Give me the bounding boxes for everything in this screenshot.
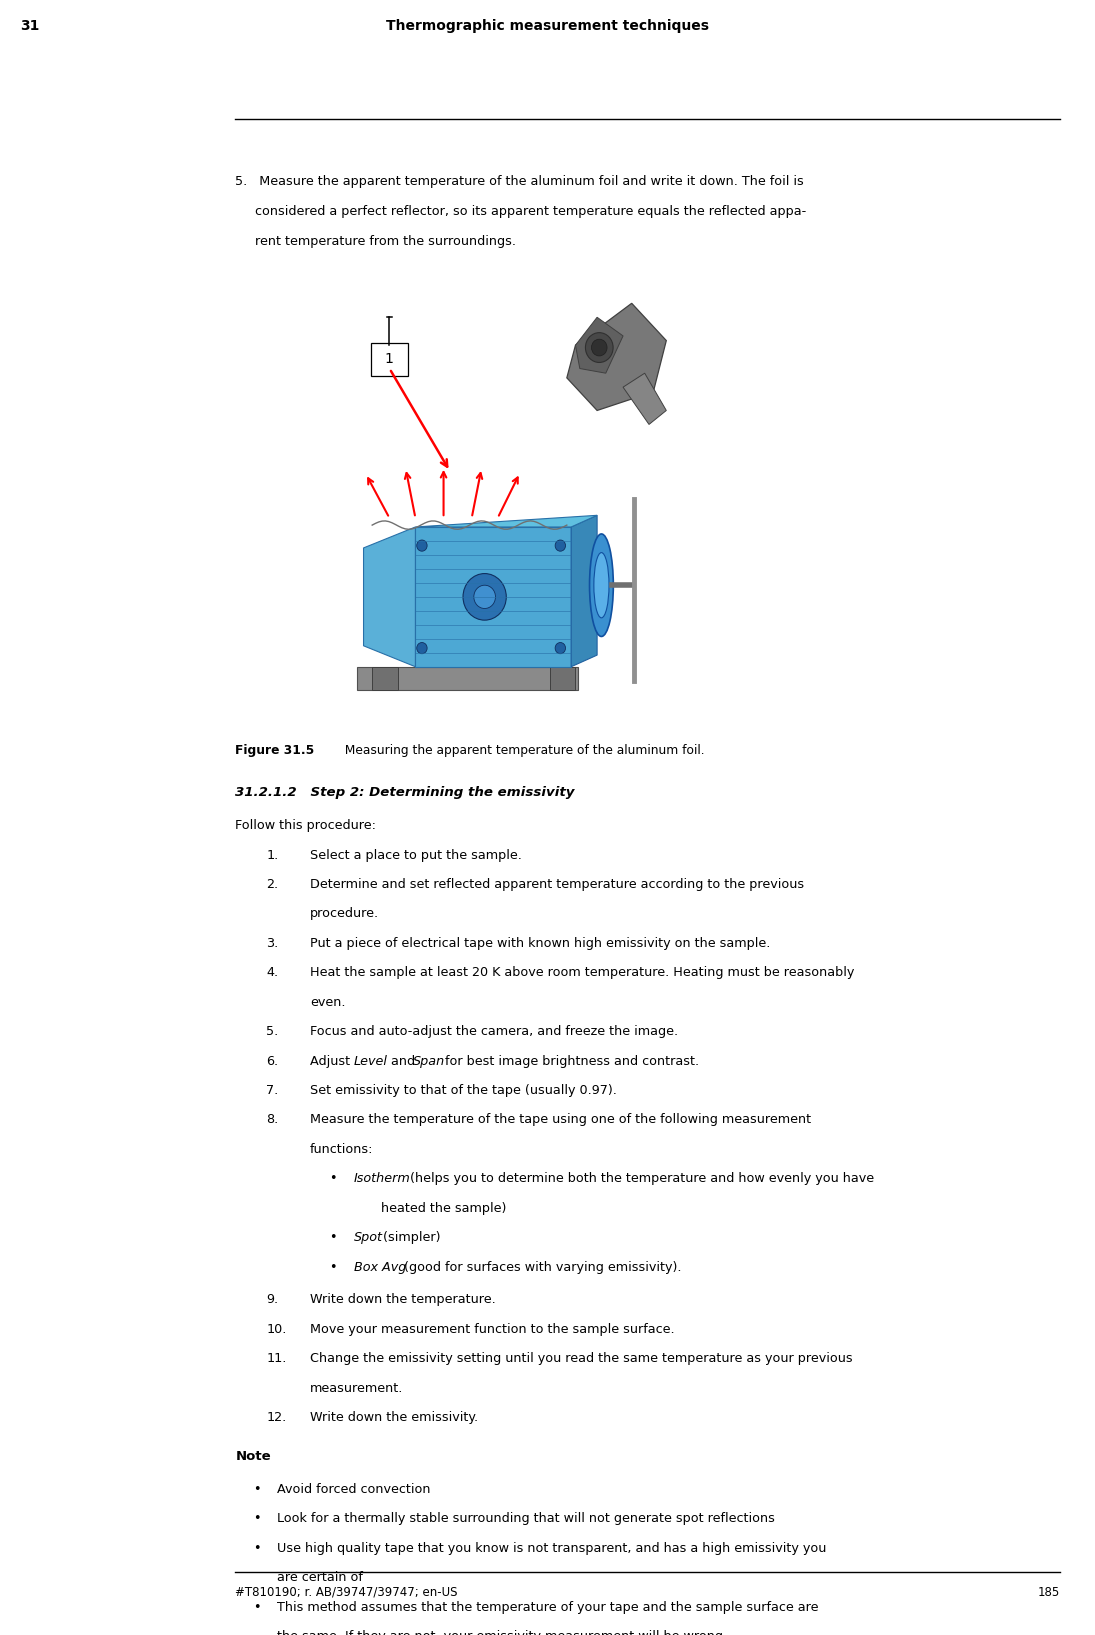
Text: the same. If they are not, your emissivity measurement will be wrong.: the same. If they are not, your emissivi… <box>277 1630 727 1635</box>
Text: 2.: 2. <box>266 878 278 891</box>
Text: Use high quality tape that you know is not transparent, and has a high emissivit: Use high quality tape that you know is n… <box>277 1542 827 1555</box>
Text: 31: 31 <box>20 18 39 33</box>
Text: 6.: 6. <box>266 1055 278 1068</box>
Text: 1.: 1. <box>266 849 278 862</box>
Polygon shape <box>372 667 399 690</box>
Text: Move your measurement function to the sample surface.: Move your measurement function to the sa… <box>310 1323 675 1336</box>
Circle shape <box>463 574 506 620</box>
Text: 10.: 10. <box>266 1323 287 1336</box>
Text: Avoid forced convection: Avoid forced convection <box>277 1483 430 1496</box>
Text: 185: 185 <box>1038 1586 1060 1599</box>
Text: Write down the emissivity.: Write down the emissivity. <box>310 1411 479 1424</box>
Text: Measuring the apparent temperature of the aluminum foil.: Measuring the apparent temperature of th… <box>337 744 705 757</box>
Polygon shape <box>357 667 578 690</box>
Circle shape <box>417 643 427 654</box>
Text: Note: Note <box>235 1450 272 1463</box>
Text: Set emissivity to that of the tape (usually 0.97).: Set emissivity to that of the tape (usua… <box>310 1084 616 1097</box>
Text: Figure 31.5: Figure 31.5 <box>235 744 314 757</box>
Text: even.: even. <box>310 996 345 1009</box>
Text: Follow this procedure:: Follow this procedure: <box>235 819 377 832</box>
Polygon shape <box>572 515 597 667</box>
Circle shape <box>417 540 427 551</box>
FancyBboxPatch shape <box>371 343 407 376</box>
Text: Level: Level <box>354 1055 388 1068</box>
Text: and: and <box>387 1055 418 1068</box>
Text: rent temperature from the surroundings.: rent temperature from the surroundings. <box>235 235 517 249</box>
Text: Span: Span <box>413 1055 445 1068</box>
Text: Put a piece of electrical tape with known high emissivity on the sample.: Put a piece of electrical tape with know… <box>310 937 770 950</box>
Polygon shape <box>415 526 572 667</box>
Text: considered a perfect reflector, so its apparent temperature equals the reflected: considered a perfect reflector, so its a… <box>235 204 807 217</box>
Text: procedure.: procedure. <box>310 907 379 921</box>
Text: measurement.: measurement. <box>310 1382 403 1395</box>
Text: •: • <box>253 1483 261 1496</box>
Text: Change the emissivity setting until you read the same temperature as your previo: Change the emissivity setting until you … <box>310 1352 853 1365</box>
Text: functions:: functions: <box>310 1143 373 1156</box>
Polygon shape <box>364 526 415 667</box>
Text: 12.: 12. <box>266 1411 286 1424</box>
Text: Isotherm: Isotherm <box>354 1172 411 1185</box>
Text: •: • <box>253 1542 261 1555</box>
Text: Look for a thermally stable surrounding that will not generate spot reflections: Look for a thermally stable surrounding … <box>277 1512 775 1525</box>
Text: (simpler): (simpler) <box>379 1231 440 1244</box>
Text: 11.: 11. <box>266 1352 287 1365</box>
Text: 5.   Measure the apparent temperature of the aluminum foil and write it down. Th: 5. Measure the apparent temperature of t… <box>235 175 804 188</box>
Text: This method assumes that the temperature of your tape and the sample surface are: This method assumes that the temperature… <box>277 1601 819 1614</box>
Text: •: • <box>330 1172 337 1185</box>
Text: for best image brightness and contrast.: for best image brightness and contrast. <box>441 1055 700 1068</box>
Text: #T810190; r. AB/39747/39747; en-US: #T810190; r. AB/39747/39747; en-US <box>235 1586 458 1599</box>
Text: •: • <box>330 1261 337 1274</box>
Circle shape <box>586 332 613 363</box>
Text: 5.: 5. <box>266 1025 278 1038</box>
Text: 7.: 7. <box>266 1084 278 1097</box>
Text: Write down the temperature.: Write down the temperature. <box>310 1293 496 1306</box>
Text: 31.2.1.2   Step 2: Determining the emissivity: 31.2.1.2 Step 2: Determining the emissiv… <box>235 786 575 800</box>
Circle shape <box>555 540 565 551</box>
Ellipse shape <box>589 535 613 636</box>
Text: Heat the sample at least 20 K above room temperature. Heating must be reasonably: Heat the sample at least 20 K above room… <box>310 966 854 979</box>
Ellipse shape <box>593 553 609 618</box>
Text: (good for surfaces with varying emissivity).: (good for surfaces with varying emissivi… <box>400 1261 681 1274</box>
Text: Thermographic measurement techniques: Thermographic measurement techniques <box>387 18 708 33</box>
Text: Box Avg: Box Avg <box>354 1261 406 1274</box>
Text: Determine and set reflected apparent temperature according to the previous: Determine and set reflected apparent tem… <box>310 878 804 891</box>
Text: are certain of: are certain of <box>277 1571 362 1584</box>
Text: •: • <box>253 1512 261 1525</box>
Polygon shape <box>623 373 666 425</box>
Text: 1: 1 <box>384 352 393 366</box>
Text: Measure the temperature of the tape using one of the following measurement: Measure the temperature of the tape usin… <box>310 1113 811 1127</box>
Text: •: • <box>330 1231 337 1244</box>
Text: 3.: 3. <box>266 937 278 950</box>
Circle shape <box>474 585 495 608</box>
Text: 8.: 8. <box>266 1113 278 1127</box>
Text: •: • <box>253 1601 261 1614</box>
Text: Spot: Spot <box>354 1231 382 1244</box>
Text: 4.: 4. <box>266 966 278 979</box>
Text: (helps you to determine both the temperature and how evenly you have: (helps you to determine both the tempera… <box>406 1172 875 1185</box>
Text: 9.: 9. <box>266 1293 278 1306</box>
Circle shape <box>591 338 607 356</box>
Circle shape <box>555 643 565 654</box>
Text: Focus and auto-adjust the camera, and freeze the image.: Focus and auto-adjust the camera, and fr… <box>310 1025 678 1038</box>
Text: Adjust: Adjust <box>310 1055 354 1068</box>
Polygon shape <box>576 317 623 373</box>
Text: heated the sample): heated the sample) <box>381 1202 506 1215</box>
Text: Select a place to put the sample.: Select a place to put the sample. <box>310 849 521 862</box>
Polygon shape <box>567 304 666 410</box>
Polygon shape <box>550 667 576 690</box>
Polygon shape <box>415 515 597 526</box>
